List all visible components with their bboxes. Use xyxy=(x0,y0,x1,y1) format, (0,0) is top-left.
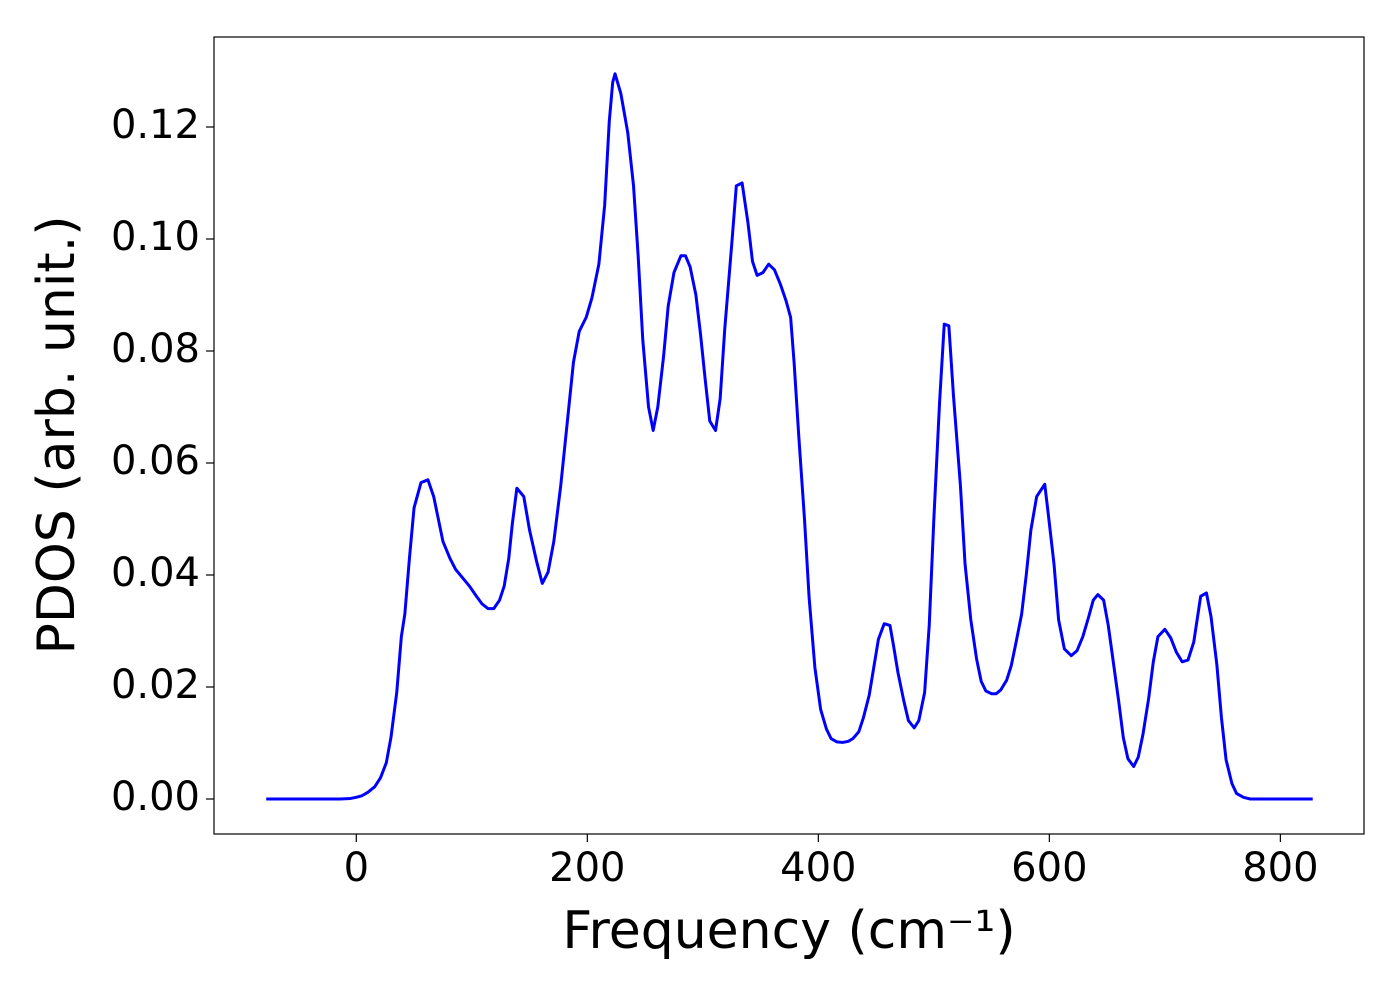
data-line xyxy=(266,72,1313,801)
y-tick-label: 0.02 xyxy=(111,662,200,708)
x-tick-label: 600 xyxy=(1011,845,1087,891)
y-tick-label: 0.10 xyxy=(111,214,200,260)
x-tick-label: 800 xyxy=(1242,845,1318,891)
y-axis-label: PDOS (arb. unit.) xyxy=(27,215,87,654)
y-tick-label: 0.06 xyxy=(111,438,200,484)
y-tick-label: 0.04 xyxy=(111,550,200,596)
x-tick-label: 400 xyxy=(780,845,856,891)
y-tick-label: 0.12 xyxy=(111,102,200,148)
y-tick-label: 0.00 xyxy=(111,774,200,820)
x-tick-label: 0 xyxy=(344,845,369,891)
plot-frame xyxy=(213,36,1365,835)
y-tick-label: 0.08 xyxy=(111,326,200,372)
x-axis-label: Frequency (cm⁻¹) xyxy=(562,901,1015,961)
x-tick-label: 200 xyxy=(549,845,625,891)
